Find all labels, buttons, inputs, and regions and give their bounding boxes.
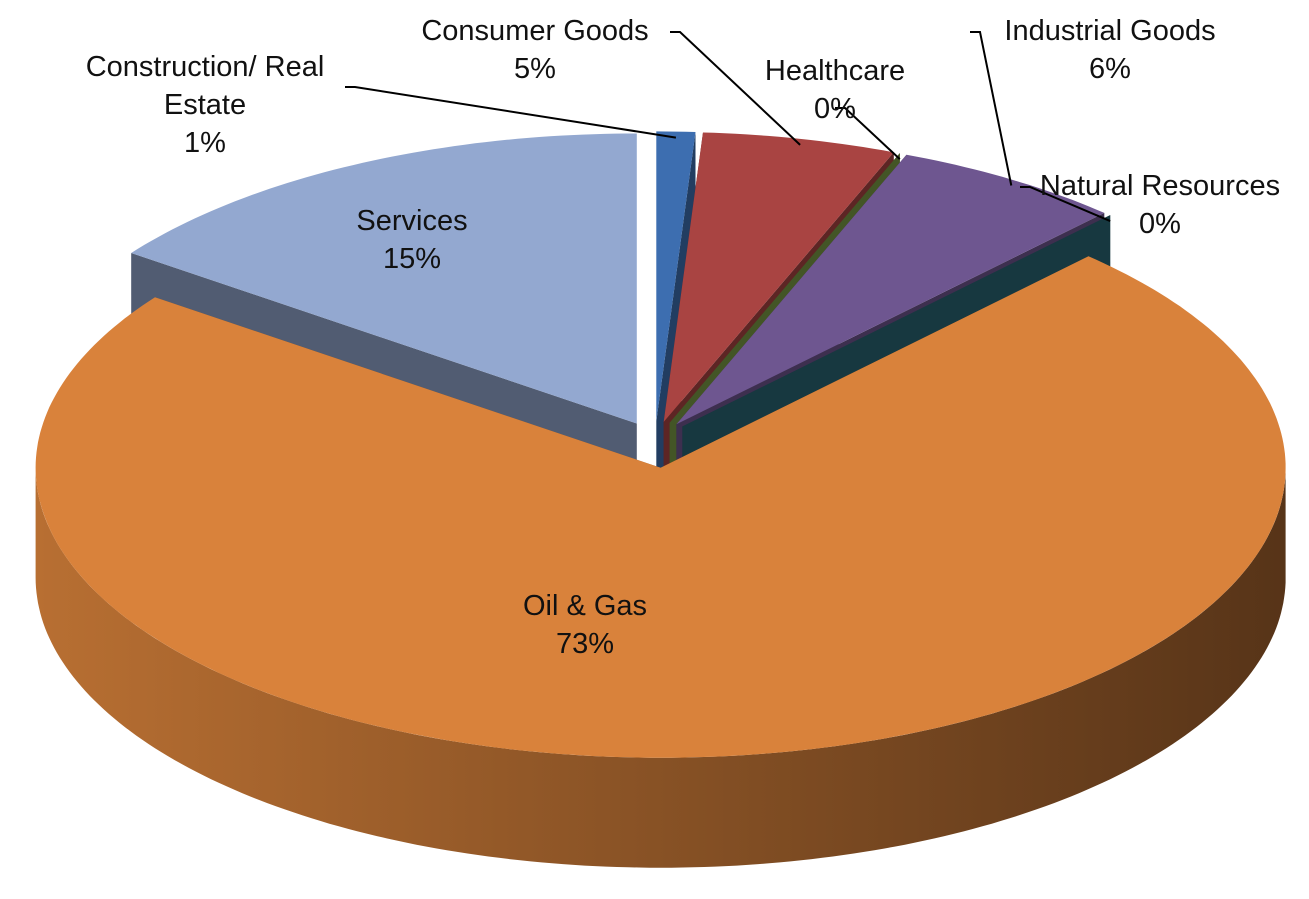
leader-line: [970, 31, 1013, 186]
data-label: Construction/ Real Estate 1%: [55, 48, 355, 162]
value-label: 1%: [184, 127, 226, 159]
category-name: Consumer Goods: [421, 15, 649, 47]
slice-top: [663, 132, 894, 422]
data-label: Oil & Gas 73%: [435, 587, 735, 663]
category-name: Services: [356, 205, 468, 237]
data-label: Consumer Goods 5%: [385, 12, 685, 88]
slice-top: [131, 133, 637, 424]
value-label: 6%: [1089, 53, 1131, 85]
slice-top: [35, 256, 1286, 758]
leader-line: [1020, 186, 1111, 223]
data-label: Healthcare 0%: [685, 52, 985, 128]
category-name: Industrial Goods: [1004, 15, 1216, 47]
leader-line: [345, 86, 677, 139]
value-label: 5%: [514, 53, 556, 85]
value-label: 0%: [1139, 208, 1181, 240]
category-name: Oil & Gas: [522, 590, 648, 622]
slice-top: [676, 154, 1105, 425]
value-label: 0%: [814, 93, 856, 125]
leader-line: [670, 31, 801, 146]
value-label: 15%: [382, 243, 442, 275]
data-label: Services 15%: [262, 202, 562, 278]
slice-top: [656, 131, 696, 422]
slice-top: [669, 153, 900, 423]
category-name: Natural Resources: [1039, 170, 1281, 202]
category-name: Healthcare: [764, 55, 906, 87]
slice-wall: [35, 467, 1286, 868]
slice: [35, 256, 1286, 868]
value-label: 73%: [555, 628, 615, 660]
category-name: Construction/ Real Estate: [85, 51, 325, 121]
leader-line: [835, 107, 901, 160]
data-label: Industrial Goods 6%: [960, 12, 1260, 88]
data-label: Natural Resources 0%: [1010, 167, 1309, 243]
